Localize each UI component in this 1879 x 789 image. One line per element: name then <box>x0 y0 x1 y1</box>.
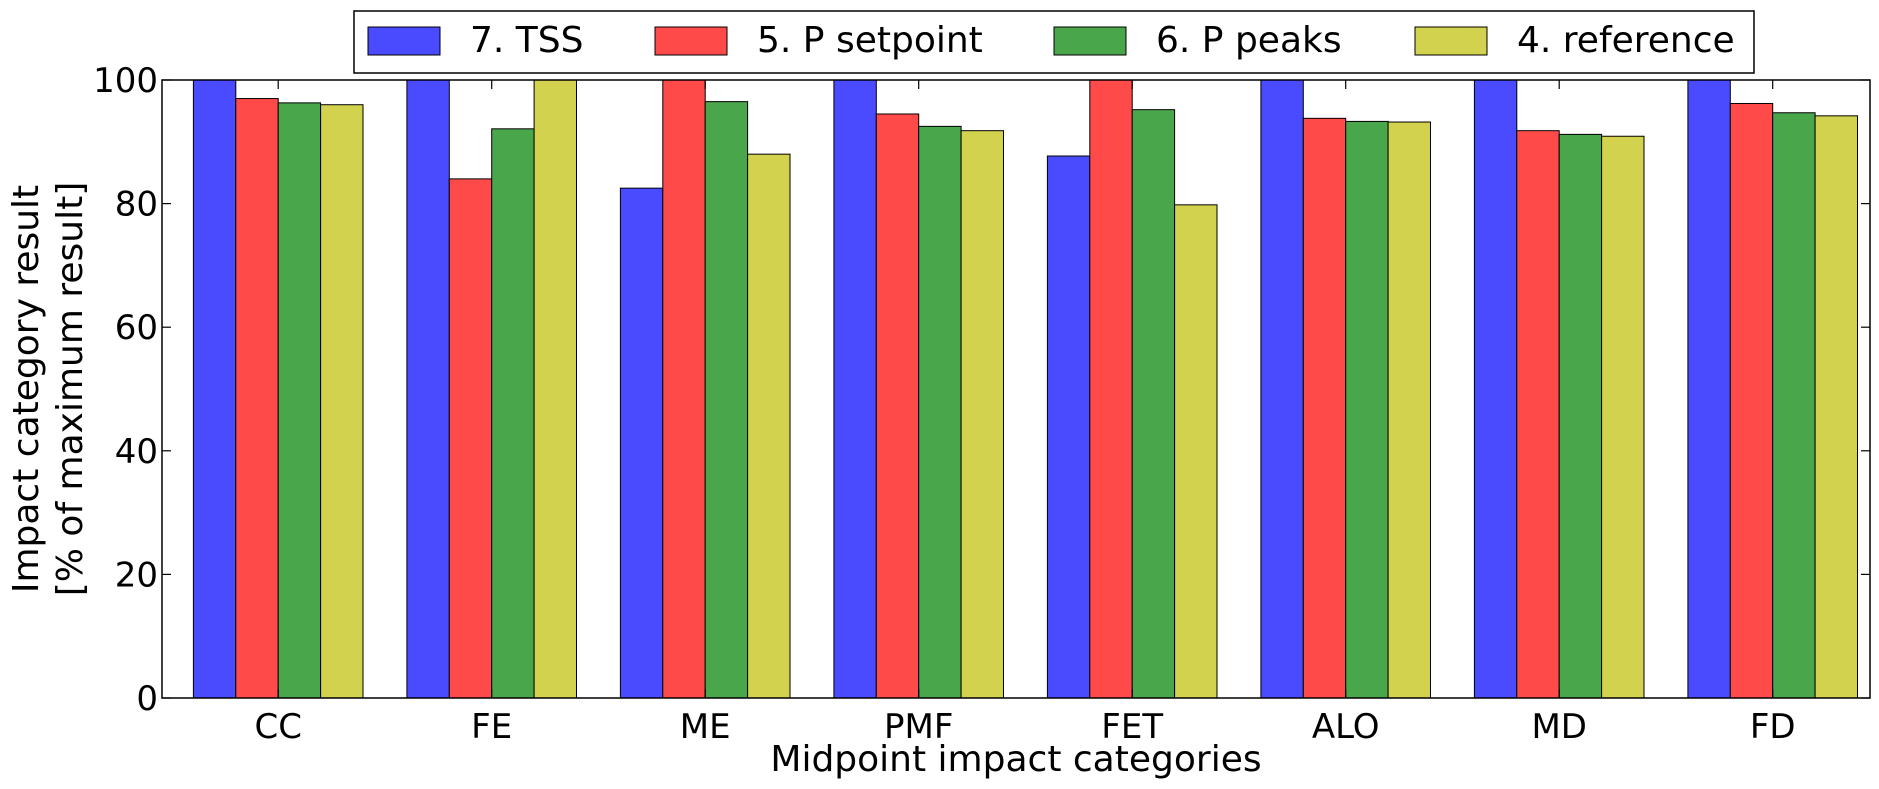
bar-fe-series-1 <box>406 79 450 699</box>
x-tick-label-fd: FD <box>1750 707 1796 747</box>
bar-fe-series-4 <box>533 79 577 699</box>
legend-swatch-4 <box>1414 26 1488 56</box>
bar-fe-series-2 <box>448 178 493 699</box>
bar-fet-series-2 <box>1089 79 1133 699</box>
x-axis-title: Midpoint impact categories <box>770 739 1261 780</box>
bar-md-series-1 <box>1473 79 1518 699</box>
y-tick-label-20: 20 <box>115 555 158 595</box>
bar-fet-series-4 <box>1174 204 1218 699</box>
x-tick-label-md: MD <box>1531 707 1587 747</box>
bar-fet-series-1 <box>1046 155 1091 699</box>
bar-md-series-3 <box>1558 133 1603 699</box>
bar-cc-series-4 <box>320 104 364 699</box>
bar-fd-series-2 <box>1729 102 1774 699</box>
bar-me-series-3 <box>704 101 749 699</box>
bar-me-series-1 <box>619 187 664 699</box>
bar-alo-series-3 <box>1345 120 1389 699</box>
x-tick-label-pmf: PMF <box>884 707 953 747</box>
x-tick-label-cc: CC <box>254 707 301 747</box>
bar-fet-series-3 <box>1131 109 1176 699</box>
y-axis: 0 20 40 60 80 100 <box>93 61 1870 719</box>
bar-me-series-2 <box>662 79 706 699</box>
x-axis: CC FE ME PMF FET ALO MD FD <box>254 80 1796 747</box>
y-tick-label-0: 0 <box>136 679 158 719</box>
bar-alo-series-2 <box>1302 117 1347 699</box>
bar-pmf-series-2 <box>875 113 920 699</box>
bar-fd-series-3 <box>1772 112 1816 699</box>
bar-md-series-4 <box>1601 135 1645 699</box>
bar-cc-series-1 <box>192 79 237 699</box>
x-tick-label-fet: FET <box>1101 707 1163 747</box>
legend-label-4: 4. reference <box>1517 20 1735 61</box>
y-axis-title-line-2: [% of maximum result] <box>50 182 91 597</box>
bar-fd-series-4 <box>1814 115 1858 699</box>
bar-alo-series-4 <box>1387 121 1431 699</box>
bar-pmf-series-3 <box>918 125 962 699</box>
bar-pmf-series-4 <box>960 130 1004 699</box>
x-tick-label-alo: ALO <box>1312 707 1380 747</box>
legend: 7. TSS 5. P setpoint 6. P peaks 4. referenc… <box>353 10 1755 74</box>
bar-fd-series-1 <box>1687 79 1731 699</box>
bar-alo-series-1 <box>1260 79 1304 699</box>
legend-swatch-1 <box>367 26 441 56</box>
y-axis-title-line-1: Impact category result <box>6 185 47 593</box>
legend-label-1: 7. TSS <box>470 20 583 61</box>
bar-cc-series-3 <box>277 102 322 699</box>
y-tick-label-60: 60 <box>115 308 158 348</box>
bar-cc-series-2 <box>235 98 279 699</box>
y-tick-label-100: 100 <box>93 61 158 101</box>
y-tick-label-40: 40 <box>115 432 158 472</box>
bar-me-series-4 <box>747 153 791 699</box>
bar-fe-series-3 <box>491 128 535 699</box>
legend-swatch-2 <box>654 26 728 56</box>
legend-swatch-3 <box>1053 26 1127 56</box>
y-tick-label-80: 80 <box>115 185 158 225</box>
x-tick-label-me: ME <box>680 707 731 747</box>
legend-label-2: 5. P setpoint <box>757 20 983 61</box>
bars-layer <box>192 79 1858 699</box>
legend-label-3: 6. P peaks <box>1156 20 1342 61</box>
bar-md-series-2 <box>1516 130 1560 699</box>
plot-frame <box>161 79 1871 699</box>
x-tick-label-fe: FE <box>471 707 512 747</box>
bar-pmf-series-1 <box>833 79 877 699</box>
